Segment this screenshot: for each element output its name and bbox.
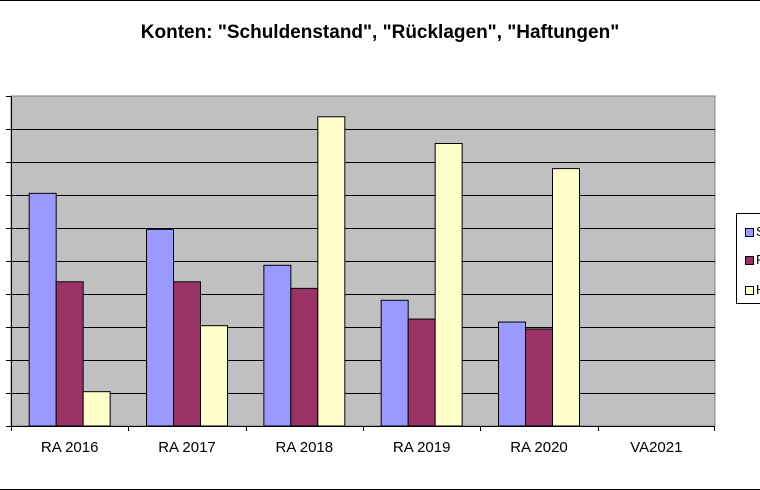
bar-series-1 [498, 321, 527, 427]
bar-series-1 [28, 192, 57, 427]
x-tick-label: VA2021 [630, 439, 682, 456]
chart-legend: S R H [736, 213, 760, 304]
bar-series-2 [525, 328, 553, 427]
legend-label-series-1: S [756, 224, 760, 239]
bar-series-3 [434, 143, 463, 427]
bar-series-2 [55, 281, 84, 427]
x-tick-label: RA 2016 [41, 439, 99, 456]
bar-series-2 [173, 281, 201, 427]
bar-series-2 [290, 287, 319, 427]
legend-swatch-series-1 [745, 228, 754, 237]
bar-series-3 [551, 168, 580, 427]
x-tick-label: RA 2020 [510, 439, 568, 456]
x-tick-label: RA 2019 [393, 439, 451, 456]
bar-series-2 [407, 318, 436, 427]
x-tick-label: RA 2017 [158, 439, 216, 456]
legend-swatch-series-2 [745, 256, 754, 265]
bar-series-1 [146, 228, 175, 427]
legend-label-series-2: R [756, 252, 760, 267]
bar-series-3 [317, 116, 346, 427]
legend-swatch-series-3 [745, 286, 754, 295]
bar-series-3 [199, 325, 228, 427]
x-tick-label: RA 2018 [276, 439, 334, 456]
legend-label-series-3: H [756, 282, 760, 297]
bar-series-1 [263, 264, 292, 427]
chart-title: Konten: "Schuldenstand", "Rücklagen", "H… [140, 22, 620, 43]
bar-series-1 [380, 299, 409, 427]
bar-series-3 [82, 391, 111, 427]
